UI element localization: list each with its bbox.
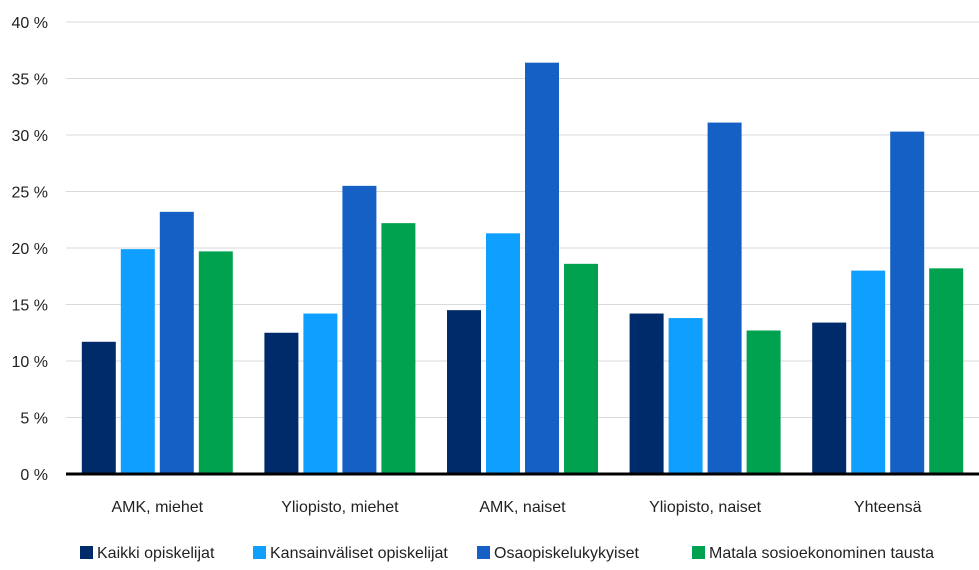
bar <box>929 268 964 474</box>
bar <box>851 270 886 474</box>
bar <box>81 341 116 474</box>
legend-label: Osaopiskelukykyiset <box>494 545 640 562</box>
bar <box>120 249 155 474</box>
x-category-label: Yliopisto, naiset <box>649 499 762 516</box>
y-tick-label: 15 % <box>12 298 48 315</box>
y-tick-label: 0 % <box>20 467 48 484</box>
legend-swatch <box>80 546 93 559</box>
legend-swatch <box>692 546 705 559</box>
bar <box>668 318 703 474</box>
x-category-label: AMK, naiset <box>479 499 566 516</box>
x-axis-labels: AMK, miehet Yliopisto, miehet AMK, naiset Y… <box>112 499 922 516</box>
bar <box>812 322 847 474</box>
legend: Kaikki opiskelijat Kansainväliset opiskel… <box>80 545 934 562</box>
y-tick-label: 10 % <box>12 354 48 371</box>
legend-label: Kaikki opiskelijat <box>97 545 215 562</box>
y-tick-label: 40 % <box>12 15 48 32</box>
bar <box>198 251 233 474</box>
x-category-label: Yliopisto, miehet <box>281 499 399 516</box>
y-tick-label: 5 % <box>20 411 48 428</box>
bar <box>890 131 925 475</box>
y-tick-label: 35 % <box>12 72 48 89</box>
bar <box>525 62 559 475</box>
x-category-label: AMK, miehet <box>112 499 204 516</box>
bar <box>342 185 377 474</box>
y-tick-label: 30 % <box>12 128 48 145</box>
bar <box>707 122 742 474</box>
bar <box>159 211 194 474</box>
legend-label: Matala sosioekonominen tausta <box>709 545 934 562</box>
bar <box>264 332 299 474</box>
legend-swatch <box>477 546 490 559</box>
bar <box>746 330 781 474</box>
bar <box>447 310 481 474</box>
y-axis-ticks: 0 % 5 % 10 % 15 % 20 % 25 % 30 % 35 % 40 % <box>12 15 48 484</box>
bar <box>381 223 416 474</box>
bar <box>486 233 520 474</box>
y-tick-label: 20 % <box>12 241 48 258</box>
y-tick-label: 25 % <box>12 185 48 202</box>
bar <box>564 263 598 474</box>
bar <box>303 313 338 474</box>
bar <box>629 313 664 474</box>
bars <box>81 62 964 475</box>
legend-swatch <box>253 546 266 559</box>
legend-label: Kansainväliset opiskelijat <box>270 545 448 562</box>
x-category-label: Yhteensä <box>854 499 922 516</box>
